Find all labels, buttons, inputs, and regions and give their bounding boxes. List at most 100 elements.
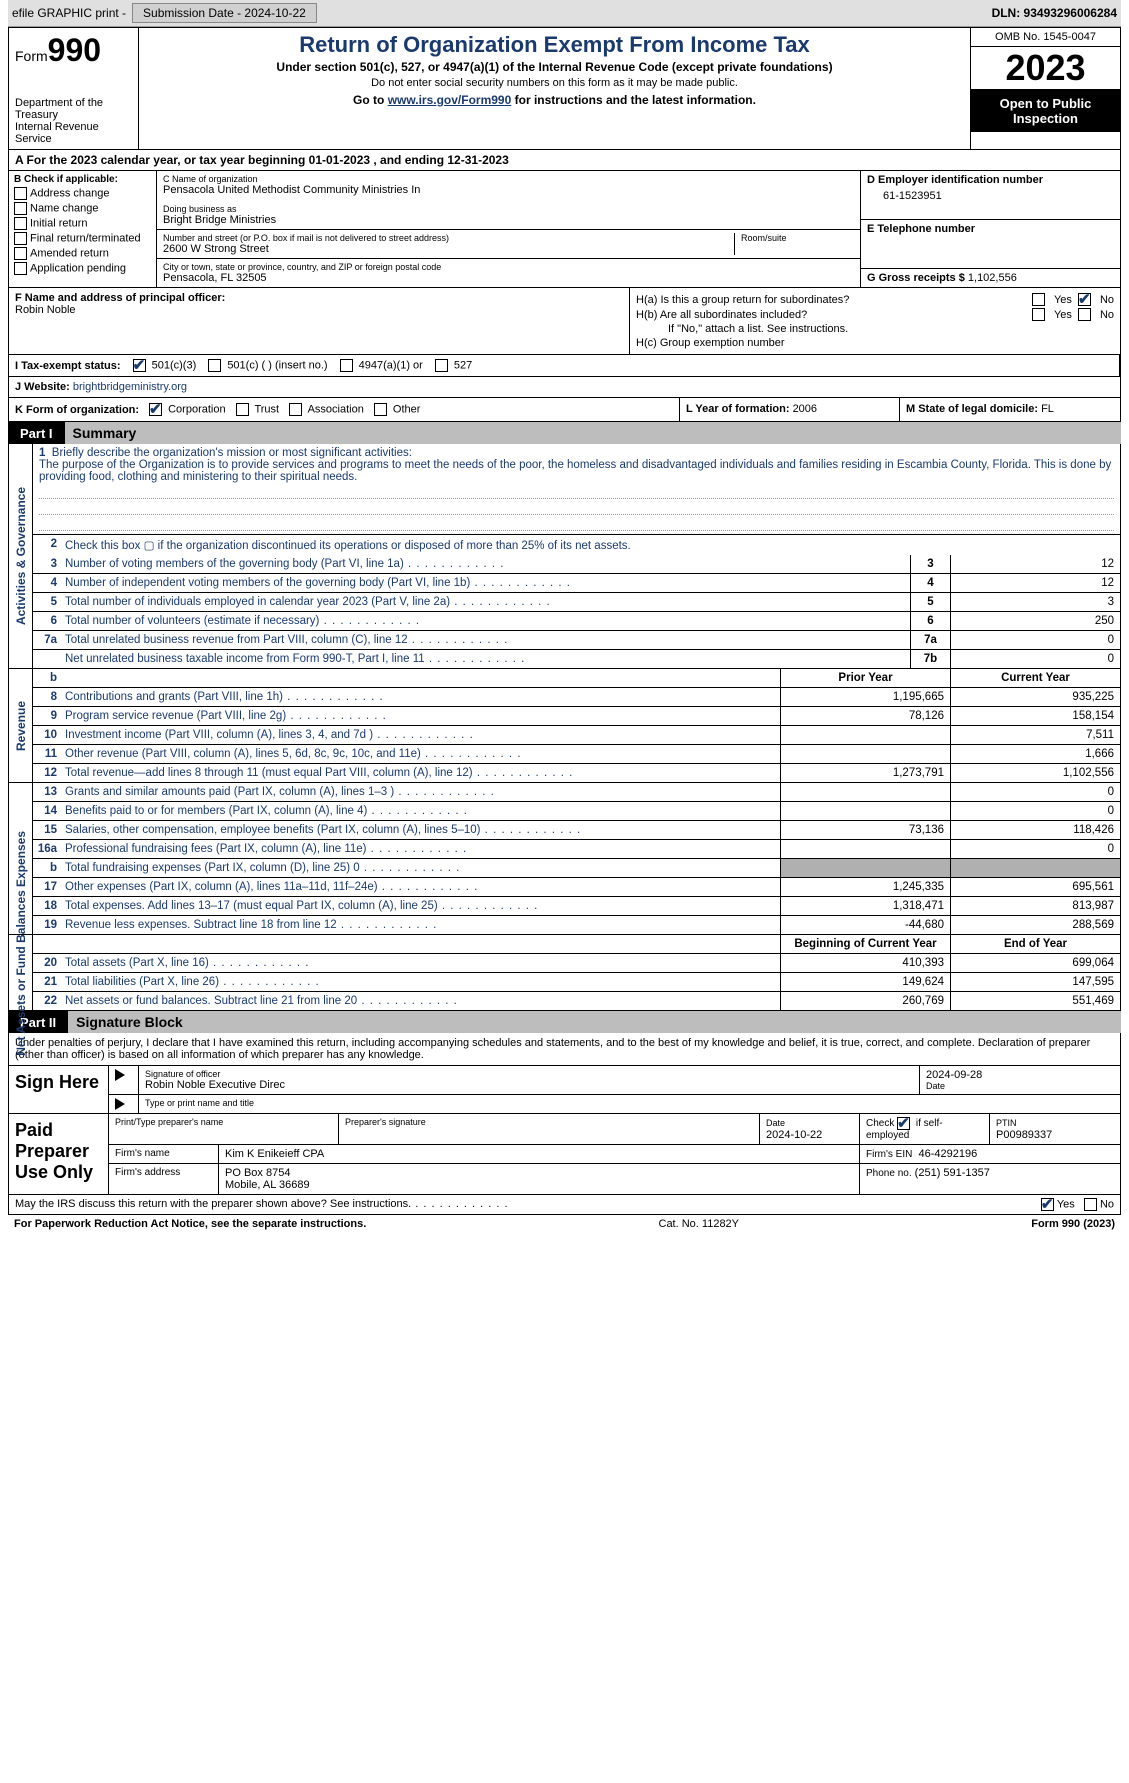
state-domicile: FL [1041,403,1054,415]
chk-name[interactable]: Name change [14,202,151,215]
perjury-declaration: Under penalties of perjury, I declare th… [9,1033,1120,1066]
ha-no[interactable] [1078,293,1091,306]
summary-row: 8Contributions and grants (Part VIII, li… [33,688,1120,707]
section-revenue: Revenue b Prior Year Current Year 8Contr… [8,669,1121,783]
officer-signature: Robin Noble Executive Direc [145,1079,913,1091]
chk-initial[interactable]: Initial return [14,217,151,230]
footer: For Paperwork Reduction Act Notice, see … [8,1215,1121,1233]
chk-trust[interactable] [236,403,249,416]
sig-date: 2024-09-28 [926,1069,1114,1081]
efile-label: efile GRAPHIC print - [12,6,126,20]
arrow-icon [115,1098,125,1110]
signature-block: Under penalties of perjury, I declare th… [8,1033,1121,1195]
col-c: C Name of organization Pensacola United … [157,171,860,287]
header-left: Form990 Department of the Treasury Inter… [9,28,139,149]
arrow-icon [115,1069,125,1081]
page: efile GRAPHIC print - Submission Date - … [0,0,1129,1241]
city-state-zip: Pensacola, FL 32505 [163,272,854,284]
summary-row: 18Total expenses. Add lines 13–17 (must … [33,897,1120,916]
hb-no[interactable] [1078,308,1091,321]
header-mid: Return of Organization Exempt From Incom… [139,28,970,149]
summary-row: 9Program service revenue (Part VIII, lin… [33,707,1120,726]
mission-row: 1 Briefly describe the organization's mi… [33,444,1120,535]
summary-row: 5Total number of individuals employed in… [33,593,1120,612]
row-a-period: A For the 2023 calendar year, or tax yea… [8,150,1121,171]
summary-row: 20Total assets (Part X, line 16)410,3936… [33,954,1120,973]
header-right: OMB No. 1545-0047 2023 Open to Public In… [970,28,1120,149]
summary-row: 11Other revenue (Part VIII, column (A), … [33,745,1120,764]
header-sub3: Go to www.irs.gov/Form990 for instructio… [145,93,964,107]
col-b-checkboxes: B Check if applicable: Address change Na… [9,171,157,287]
ha-yes[interactable] [1032,293,1045,306]
discuss-no[interactable] [1084,1198,1097,1211]
org-name: Pensacola United Methodist Community Min… [163,184,854,196]
submission-date-button[interactable]: Submission Date - 2024-10-22 [132,3,317,23]
chk-pending[interactable]: Application pending [14,262,151,275]
hb-yes[interactable] [1032,308,1045,321]
block-bcde: B Check if applicable: Address change Na… [8,171,1121,288]
summary-row: 13Grants and similar amounts paid (Part … [33,783,1120,802]
discuss-yes[interactable] [1041,1198,1054,1211]
row-fh: F Name and address of principal officer:… [8,288,1121,355]
ein-value: 61-1523951 [867,186,1114,202]
col-deg: D Employer identification number 61-1523… [860,171,1120,287]
header-sub2: Do not enter social security numbers on … [145,77,964,89]
col-h: H(a) Is this a group return for subordin… [630,288,1120,354]
dba-name: Bright Bridge Ministries [163,214,854,226]
website-link[interactable]: brightbridgeministry.org [73,381,187,393]
year-formation: 2006 [793,403,817,415]
chk-527[interactable] [435,359,448,372]
summary-row: 7aTotal unrelated business revenue from … [33,631,1120,650]
part-i-header: Part I Summary [8,422,1121,444]
summary-row: 10Investment income (Part VIII, column (… [33,726,1120,745]
mission-text: The purpose of the Organization is to pr… [39,459,1111,483]
chk-corp[interactable] [149,403,162,416]
row-klm: K Form of organization: Corporation Trus… [8,398,1121,422]
tax-year: 2023 [971,47,1120,90]
row-i: I Tax-exempt status: 501(c)(3) 501(c) ( … [8,355,1121,377]
summary-row: 14Benefits paid to or for members (Part … [33,802,1120,821]
summary-row: 3Number of voting members of the governi… [33,555,1120,574]
summary-row: 15Salaries, other compensation, employee… [33,821,1120,840]
summary-row: 12Total revenue—add lines 8 through 11 (… [33,764,1120,782]
dln-label: DLN: 93493296006284 [992,6,1117,20]
section-net-assets: Net Assets or Fund Balances Beginning of… [8,935,1121,1011]
officer-name: Robin Noble [15,304,623,316]
header-sub: Under section 501(c), 527, or 4947(a)(1)… [145,60,964,74]
chk-amended[interactable]: Amended return [14,247,151,260]
irs-link[interactable]: www.irs.gov/Form990 [388,93,512,107]
summary-row: 4Number of independent voting members of… [33,574,1120,593]
section-expenses: Expenses 13Grants and similar amounts pa… [8,783,1121,935]
public-inspection: Open to Public Inspection [971,90,1120,132]
irs-label: Internal Revenue Service [15,121,132,145]
omb-number: OMB No. 1545-0047 [971,28,1120,47]
firm-phone: (251) 591-1357 [915,1167,990,1179]
topbar: efile GRAPHIC print - Submission Date - … [8,0,1121,27]
chk-other[interactable] [374,403,387,416]
form-title: Return of Organization Exempt From Incom… [145,32,964,58]
summary-row: 17Other expenses (Part IX, column (A), l… [33,878,1120,897]
street-address: 2600 W Strong Street [163,243,734,255]
gross-receipts: 1,102,556 [968,272,1017,284]
form-number: Form990 [15,32,132,69]
discuss-row: May the IRS discuss this return with the… [8,1195,1121,1215]
firm-ein: 46-4292196 [918,1148,977,1160]
part-ii-header: Part II Signature Block [8,1011,1121,1033]
chk-4947[interactable] [340,359,353,372]
summary-row: 6Total number of volunteers (estimate if… [33,612,1120,631]
row-j: J Website: brightbridgeministry.org [8,377,1121,398]
chk-address[interactable]: Address change [14,187,151,200]
form-header: Form990 Department of the Treasury Inter… [8,27,1121,150]
section-activities-governance: Activities & Governance 1 Briefly descri… [8,444,1121,669]
summary-row: 16aProfessional fundraising fees (Part I… [33,840,1120,859]
summary-row: Net unrelated business taxable income fr… [33,650,1120,668]
chk-501c[interactable] [208,359,221,372]
summary-row: bTotal fundraising expenses (Part IX, co… [33,859,1120,878]
summary-row: 19Revenue less expenses. Subtract line 1… [33,916,1120,934]
col-f-officer: F Name and address of principal officer:… [9,288,630,354]
chk-assoc[interactable] [289,403,302,416]
chk-self-employed[interactable] [897,1117,910,1130]
summary-row: 22Net assets or fund balances. Subtract … [33,992,1120,1010]
chk-final[interactable]: Final return/terminated [14,232,151,245]
chk-501c3[interactable] [133,359,146,372]
